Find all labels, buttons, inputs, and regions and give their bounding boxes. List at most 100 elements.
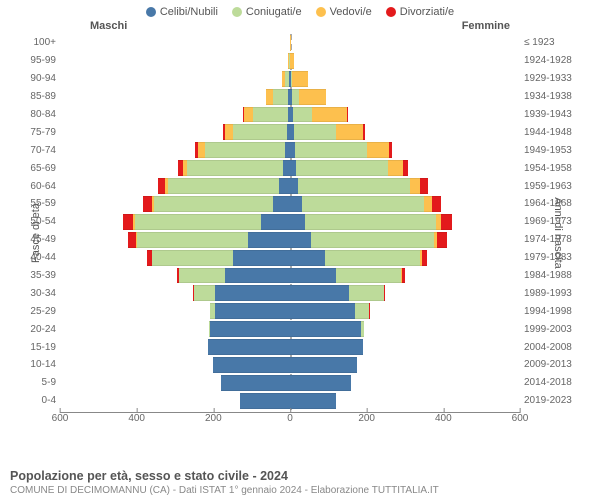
male-bar: [60, 196, 290, 212]
bar-segment: [187, 160, 283, 176]
bar-segment: [290, 285, 349, 301]
male-bar: [60, 124, 290, 140]
bar-segment: [290, 375, 351, 391]
female-bar: [290, 89, 520, 105]
bar-segment: [158, 178, 165, 194]
female-bar: [290, 71, 520, 87]
age-label: 45-49: [18, 234, 56, 245]
bar-segment: [137, 232, 248, 248]
bar-segment: [279, 178, 290, 194]
x-axis: 6004002000200400600: [60, 412, 520, 432]
header-male: Maschi: [90, 20, 127, 32]
bar-segment: [225, 124, 233, 140]
bar-segment: [208, 339, 290, 355]
table-row: 20-241999-2003: [60, 320, 520, 338]
bar-segment: [347, 107, 349, 123]
table-row: 95-991924-1928: [60, 52, 520, 70]
age-label: 60-64: [18, 181, 56, 192]
legend-label: Celibi/Nubili: [160, 6, 218, 18]
legend-label: Divorziati/e: [400, 6, 454, 18]
male-bar: [60, 142, 290, 158]
bar-segment: [215, 303, 290, 319]
female-bar: [290, 268, 520, 284]
bar-segment: [293, 107, 312, 123]
table-row: 5-92014-2018: [60, 374, 520, 392]
female-bar: [290, 321, 520, 337]
female-bar: [290, 393, 520, 409]
birth-year-label: 1994-1998: [524, 306, 586, 317]
birth-year-label: 1929-1933: [524, 73, 586, 84]
female-bar: [290, 53, 520, 69]
legend-swatch: [386, 7, 396, 17]
table-row: 50-541969-1973: [60, 213, 520, 231]
header-female: Femmine: [462, 20, 510, 32]
bar-segment: [273, 196, 290, 212]
legend-label: Vedovi/e: [330, 6, 372, 18]
table-row: 40-441979-1983: [60, 249, 520, 267]
male-bar: [60, 107, 290, 123]
bar-segment: [369, 303, 370, 319]
bar-segment: [305, 214, 435, 230]
table-row: 10-142009-2013: [60, 356, 520, 374]
bar-segment: [311, 232, 434, 248]
age-label: 70-74: [18, 145, 56, 156]
female-bar: [290, 303, 520, 319]
bar-segment: [367, 142, 388, 158]
age-label: 80-84: [18, 109, 56, 120]
bar-segment: [194, 285, 215, 301]
female-bar: [290, 142, 520, 158]
bar-segment: [294, 124, 336, 140]
bar-segment: [244, 107, 254, 123]
age-label: 5-9: [18, 377, 56, 388]
birth-year-label: 1949-1953: [524, 145, 586, 156]
table-row: 75-791944-1948: [60, 123, 520, 141]
female-bar: [290, 160, 520, 176]
male-bar: [60, 53, 290, 69]
bar-segment: [253, 107, 288, 123]
age-label: 35-39: [18, 270, 56, 281]
bar-segment: [302, 196, 425, 212]
legend-swatch: [316, 7, 326, 17]
bar-segment: [290, 178, 298, 194]
birth-year-label: 1974-1978: [524, 234, 586, 245]
x-tick: 200: [205, 413, 222, 424]
bar-segment: [292, 89, 299, 105]
bar-segment: [225, 268, 290, 284]
bar-segment: [441, 214, 452, 230]
male-bar: [60, 232, 290, 248]
bar-segment: [205, 142, 286, 158]
bar-segment: [298, 178, 409, 194]
bar-segment: [290, 303, 355, 319]
x-tick: 0: [287, 413, 293, 424]
birth-year-label: 2014-2018: [524, 377, 586, 388]
female-bar: [290, 124, 520, 140]
table-row: 80-841939-1943: [60, 106, 520, 124]
female-bar: [290, 339, 520, 355]
birth-year-label: 2019-2023: [524, 395, 586, 406]
bar-segment: [128, 232, 136, 248]
bar-segment: [290, 232, 311, 248]
chart-footer: Popolazione per età, sesso e stato civil…: [10, 469, 590, 496]
bar-segment: [402, 268, 405, 284]
legend-label: Coniugati/e: [246, 6, 302, 18]
chart-source: COMUNE DI DECIMOMANNU (CA) - Dati ISTAT …: [10, 485, 590, 496]
bar-segment: [290, 268, 336, 284]
table-row: 90-941929-1933: [60, 70, 520, 88]
table-row: 60-641959-1963: [60, 177, 520, 195]
male-bar: [60, 250, 290, 266]
bar-segment: [168, 178, 279, 194]
age-label: 85-89: [18, 91, 56, 102]
female-bar: [290, 178, 520, 194]
bar-segment: [363, 124, 365, 140]
bar-segment: [290, 339, 363, 355]
bar-segment: [325, 250, 421, 266]
bar-segment: [240, 393, 290, 409]
age-label: 50-54: [18, 216, 56, 227]
legend-item: Coniugati/e: [232, 6, 302, 18]
bar-segment: [152, 250, 233, 266]
age-label: 20-24: [18, 324, 56, 335]
x-tick: 600: [512, 413, 529, 424]
male-bar: [60, 357, 290, 373]
bar-segment: [290, 357, 357, 373]
birth-year-label: 1964-1968: [524, 198, 586, 209]
